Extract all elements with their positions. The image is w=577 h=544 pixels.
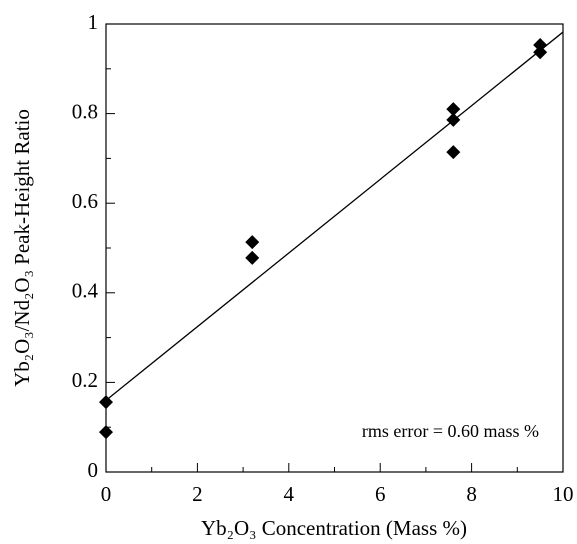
data-point [446,102,461,117]
annotation: rms error = 0.60 mass % [362,421,539,441]
x-tick-label: 10 [553,482,574,506]
y-tick-label: 0.6 [72,189,98,213]
x-axis-label: Yb₂O₃ Concentration (Mass %) [201,516,467,540]
y-tick-label: 0 [88,458,99,482]
y-tick-label: 0.8 [72,99,98,123]
data-point [245,250,260,265]
x-tick-label: 6 [375,482,386,506]
y-tick-label: 0.4 [72,279,99,303]
data-point [446,145,461,160]
data-point [245,235,260,250]
data-point [99,395,113,410]
y-tick-label: 1 [88,10,99,34]
data-point [99,425,113,440]
x-tick-label: 8 [466,482,477,506]
x-tick-label: 4 [284,482,295,506]
y-tick-label: 0.2 [72,368,98,392]
plot-frame [105,23,564,473]
x-tick-label: 2 [192,482,203,506]
data-point [533,45,548,60]
y-axis-label: Yb₂O₃/Nd₂O₃ Peak-Height Ratio [10,109,34,387]
x-tick-label: 0 [101,482,112,506]
fit-line [105,31,564,401]
data-point [533,38,548,53]
